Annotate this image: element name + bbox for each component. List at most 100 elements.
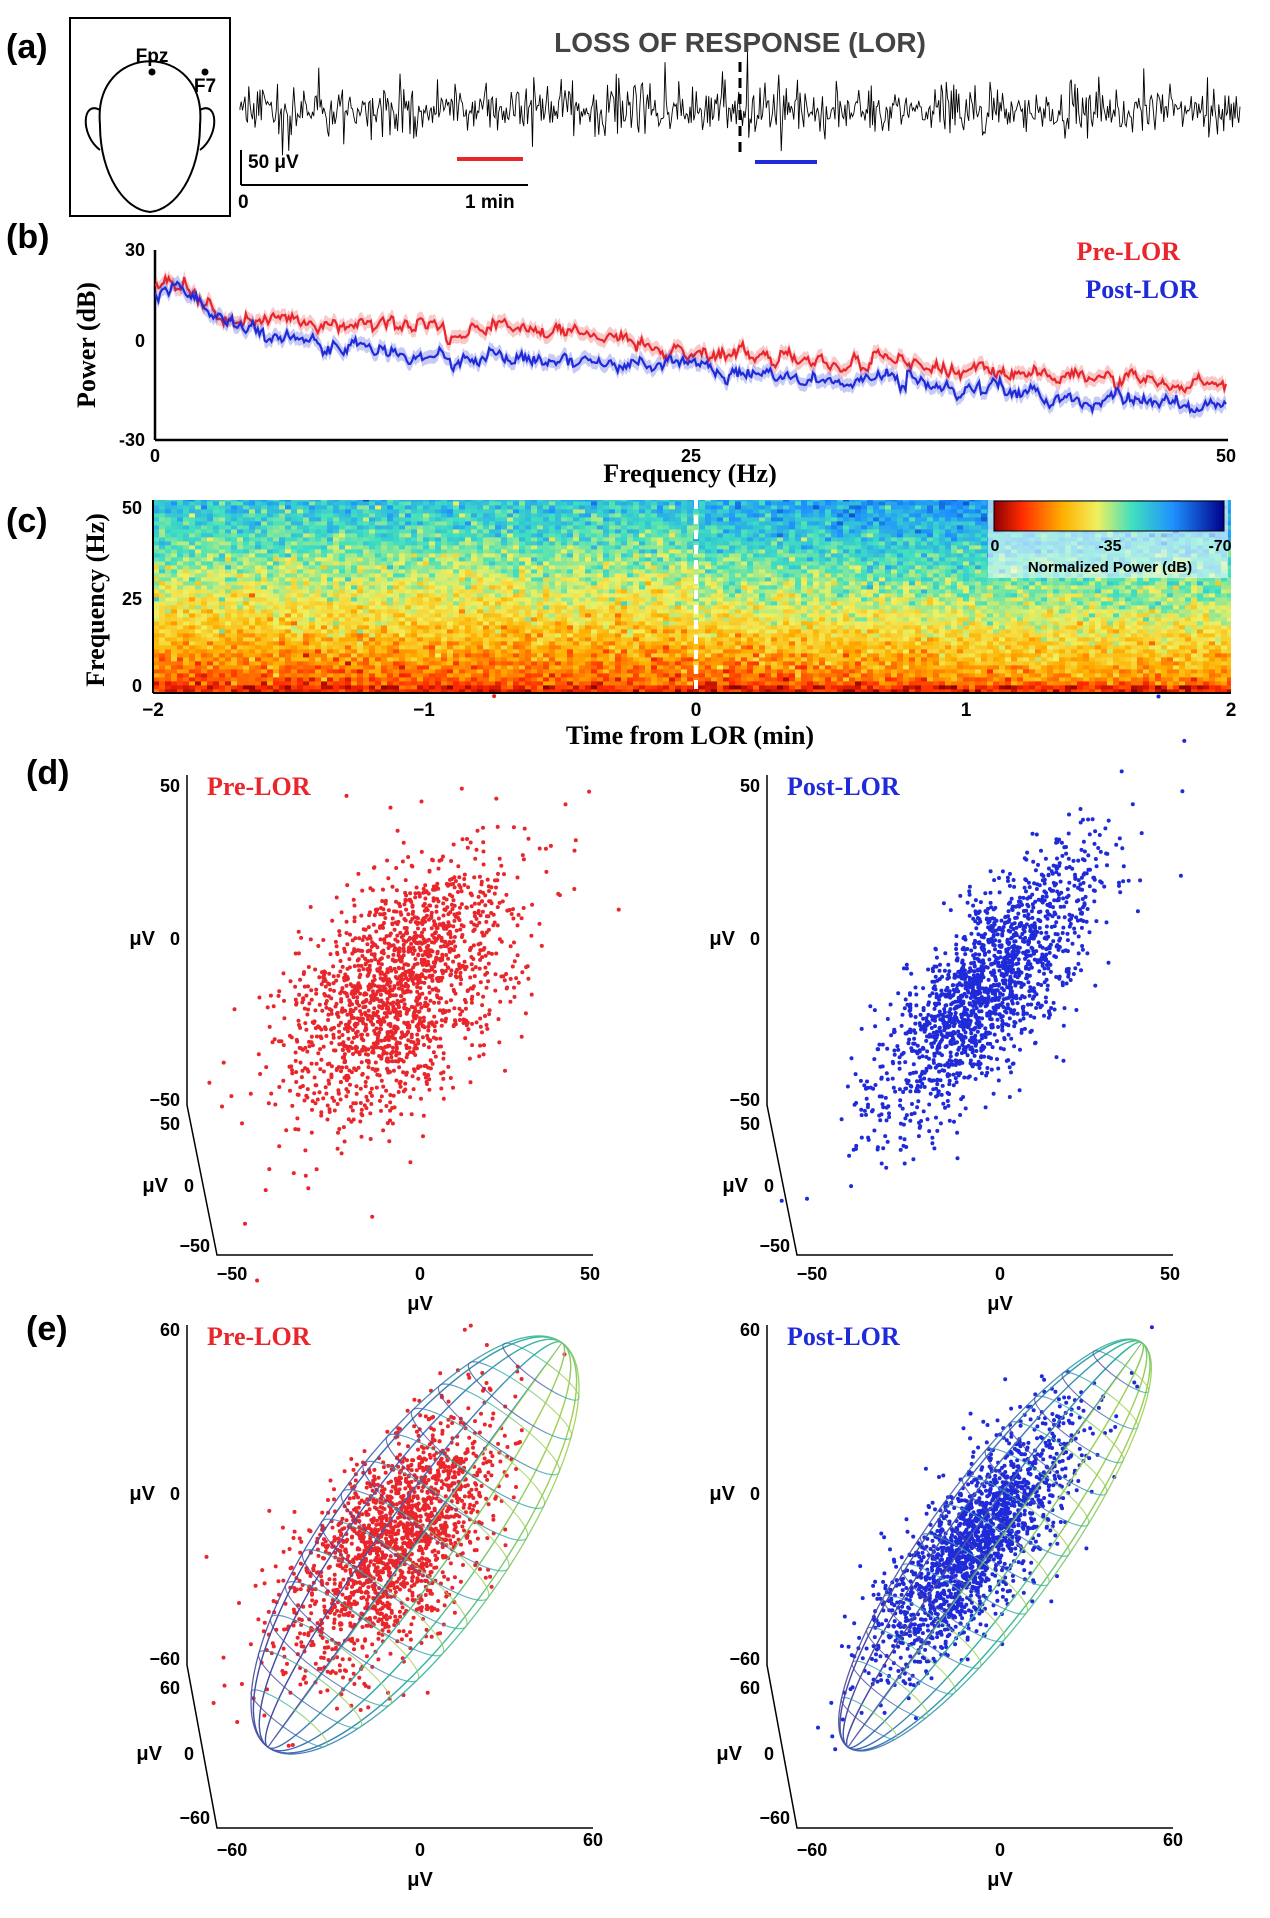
spectrogram-cell xyxy=(711,621,718,626)
spectrogram-cell xyxy=(315,565,322,570)
spectrogram-cell xyxy=(561,629,568,634)
spectrogram-cell xyxy=(219,589,226,594)
spectrogram-cell xyxy=(477,585,484,590)
spectrogram-cell xyxy=(393,549,400,554)
spectrogram-cell xyxy=(441,501,448,506)
spectrogram-cell xyxy=(297,669,304,674)
spectrogram-cell xyxy=(243,561,250,566)
spectrogram-cell xyxy=(513,513,520,518)
spectrogram-cell xyxy=(153,525,160,530)
spectrogram-cell xyxy=(219,557,226,562)
spectrogram-cell xyxy=(309,673,316,678)
spectrogram-cell xyxy=(555,637,562,642)
spectrogram-cell xyxy=(405,669,412,674)
spectrogram-cell xyxy=(345,689,352,693)
spectrogram-cell xyxy=(537,609,544,614)
spectrogram-cell xyxy=(159,633,166,638)
spectrogram-cell xyxy=(303,509,310,514)
spectrogram-cell xyxy=(669,501,676,506)
spectrogram-cell xyxy=(453,537,460,542)
spectrogram-cell xyxy=(729,561,736,566)
spectrogram-cell xyxy=(597,597,604,602)
spectrogram-cell xyxy=(465,673,472,678)
spectrogram-cell xyxy=(219,665,226,670)
spectrogram-cell xyxy=(477,669,484,674)
spectrogram-cell xyxy=(741,541,748,546)
spectrogram-cell xyxy=(621,561,628,566)
spectrogram-cell xyxy=(501,645,508,650)
spectrogram-cell xyxy=(195,569,202,574)
spectrogram-cell xyxy=(633,621,640,626)
spectrogram-cell xyxy=(183,621,190,626)
spectrogram-cell xyxy=(627,657,634,662)
spectrogram-cell xyxy=(387,621,394,626)
spectrogram-cell xyxy=(441,585,448,590)
spectrogram-cell xyxy=(507,517,514,522)
spectrogram-cell xyxy=(633,521,640,526)
spectrogram-cell xyxy=(615,597,622,602)
spectrogram-cell xyxy=(249,609,256,614)
spectrogram-cell xyxy=(717,601,724,606)
spectrogram-cell xyxy=(651,625,658,630)
spectrogram-cell xyxy=(687,573,694,578)
spectrogram-cell xyxy=(573,549,580,554)
spectrogram-cell xyxy=(381,645,388,650)
spectrogram-cell xyxy=(609,661,616,666)
spectrogram-cell xyxy=(159,569,166,574)
spectrogram-cell xyxy=(243,549,250,554)
spectrogram-cell xyxy=(675,637,682,642)
spectrogram-cell xyxy=(207,601,214,606)
spectrogram-cell xyxy=(549,677,556,682)
spectrogram-cell xyxy=(399,681,406,686)
spectrogram-cell xyxy=(663,589,670,594)
spectrogram-cell xyxy=(441,645,448,650)
spectrogram-cell xyxy=(501,513,508,518)
spectrogram-cell xyxy=(417,513,424,518)
spectrogram-cell xyxy=(687,589,694,594)
spectrogram-cell xyxy=(207,549,214,554)
spectrogram-cell xyxy=(447,685,454,690)
spectrogram-cell xyxy=(681,581,688,586)
spectrogram-cell xyxy=(615,629,622,634)
spectrogram-cell xyxy=(621,525,628,530)
spectrogram-cell xyxy=(465,509,472,514)
spectrogram-cell xyxy=(639,509,646,514)
spectrogram-cell xyxy=(153,629,160,634)
spectrogram-cell xyxy=(219,613,226,618)
spectrogram-cell xyxy=(531,505,538,510)
spectrogram-cell xyxy=(585,609,592,614)
spectrogram-cell xyxy=(201,601,208,606)
spectrogram-cell xyxy=(345,577,352,582)
spectrogram-cell xyxy=(393,673,400,678)
spectrogram-cell xyxy=(699,617,706,622)
spectrogram-cell xyxy=(381,625,388,630)
spectrogram-cell xyxy=(321,641,328,646)
spectrogram-cell xyxy=(567,681,574,686)
spectrogram-cell xyxy=(159,657,166,662)
spectrogram-cell xyxy=(711,533,718,538)
spectrogram-cell xyxy=(729,557,736,562)
spectrogram-cell xyxy=(441,517,448,522)
spectrogram-cell xyxy=(423,633,430,638)
spectrogram-cell xyxy=(447,597,454,602)
spectrogram-cell xyxy=(315,513,322,518)
spectrogram-cell xyxy=(369,637,376,642)
spectrogram-cell xyxy=(435,593,442,598)
spectrogram-cell xyxy=(651,545,658,550)
spectrogram-cell xyxy=(741,585,748,590)
spectrogram-cell xyxy=(279,605,286,610)
spectrogram-cell xyxy=(375,633,382,638)
spectrogram-cell xyxy=(561,513,568,518)
spectrogram-cell xyxy=(561,593,568,598)
spectrogram-cell xyxy=(501,577,508,582)
spectrogram-cell xyxy=(531,545,538,550)
spectrogram-cell xyxy=(309,669,316,674)
spectrogram-cell xyxy=(675,513,682,518)
spectrogram-cell xyxy=(363,637,370,642)
spectrogram-cell xyxy=(513,573,520,578)
spectrogram-cell xyxy=(297,661,304,666)
spectrogram-cell xyxy=(573,617,580,622)
spectrogram-cell xyxy=(297,501,304,506)
spectrogram-cell xyxy=(273,525,280,530)
spectrogram-cell xyxy=(705,529,712,534)
